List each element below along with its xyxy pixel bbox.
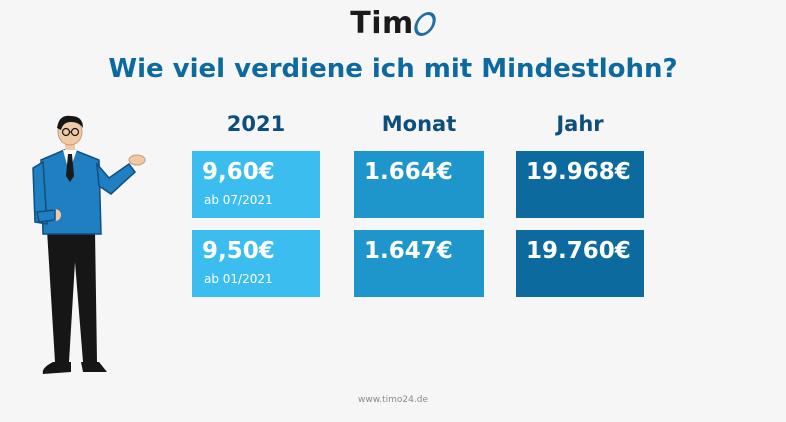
hourly-wage-card: 9,50€ ab 01/2021 bbox=[192, 230, 320, 297]
valid-since-label: ab 01/2021 bbox=[204, 272, 273, 286]
yearly-wage-value: 19.968€ bbox=[526, 159, 631, 185]
page-title: Wie viel verdiene ich mit Mindestlohn? bbox=[108, 54, 678, 84]
logo-text: Tim bbox=[350, 6, 414, 41]
monthly-wage-value: 1.647€ bbox=[364, 238, 453, 264]
hourly-wage-card: 9,60€ ab 07/2021 bbox=[192, 151, 320, 218]
logo-o-mark bbox=[410, 12, 439, 36]
timo-logo: Tim bbox=[0, 6, 786, 41]
hourly-wage-value: 9,50€ bbox=[202, 238, 275, 264]
monthly-wage-card: 1.664€ bbox=[354, 151, 484, 218]
column-header-annual: Jahr bbox=[556, 112, 604, 136]
yearly-wage-card: 19.760€ bbox=[516, 230, 644, 297]
yearly-wage-card: 19.968€ bbox=[516, 151, 644, 218]
yearly-wage-value: 19.760€ bbox=[526, 238, 631, 264]
monthly-wage-value: 1.664€ bbox=[364, 159, 453, 185]
column-header-year: 2021 bbox=[226, 112, 286, 136]
hourly-wage-value: 9,60€ bbox=[202, 159, 275, 185]
column-header-month: Monat bbox=[381, 112, 457, 136]
valid-since-label: ab 07/2021 bbox=[204, 193, 273, 207]
monthly-wage-card: 1.647€ bbox=[354, 230, 484, 297]
businessman-pointing-illustration bbox=[32, 115, 146, 374]
footer-website: www.timo24.de bbox=[358, 395, 428, 405]
